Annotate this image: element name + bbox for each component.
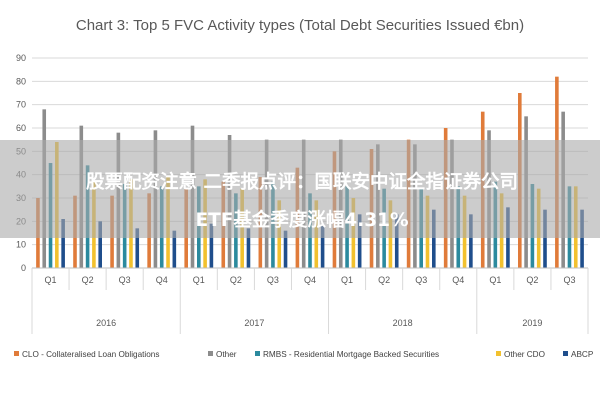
year-label: 2019 (522, 318, 542, 328)
year-label: 2018 (393, 318, 413, 328)
y-tick-label: 60 (16, 123, 26, 133)
legend-label: Other CDO (504, 350, 545, 359)
legend-label: RMBS - Residential Mortgage Backed Secur… (263, 350, 439, 359)
y-tick-label: 0 (21, 263, 26, 273)
legend-swatch (208, 351, 213, 356)
x-tick-label: Q2 (378, 275, 390, 285)
bar (320, 226, 325, 268)
bar (580, 209, 584, 268)
x-tick-label: Q2 (82, 275, 94, 285)
year-label: 2017 (244, 318, 264, 328)
bar (283, 230, 288, 268)
bar (432, 209, 436, 268)
chart-title: Chart 3: Top 5 FVC Activity types (Total… (76, 17, 524, 34)
legend-label: ABCP (571, 350, 594, 359)
bar (209, 223, 214, 268)
x-tick-label: Q3 (563, 275, 575, 285)
x-tick-label: Q3 (415, 275, 427, 285)
banner-line-2: ETF基金季度涨幅4.31% (195, 209, 408, 231)
overlay-banner: 股票配资注意 二季报点评：国联安中证全指证券公司 ETF基金季度涨幅4.31% (0, 140, 600, 238)
bar (394, 214, 399, 268)
year-label: 2016 (96, 318, 116, 328)
x-tick-label: Q1 (45, 275, 57, 285)
banner-line-1: 股票配资注意 二季报点评：国联安中证全指证券公司 (85, 171, 518, 193)
x-tick-label: Q1 (193, 275, 205, 285)
x-tick-label: Q2 (526, 275, 538, 285)
bar (135, 228, 140, 268)
bar (469, 214, 473, 268)
bar (246, 228, 251, 268)
bar (543, 209, 547, 268)
bar (98, 221, 102, 268)
x-tick-label: Q4 (304, 275, 316, 285)
x-tick-label: Q3 (267, 275, 279, 285)
x-tick-label: Q4 (452, 275, 464, 285)
legend-label: CLO - Collateralised Loan Obligations (22, 350, 159, 359)
bar (357, 214, 362, 268)
x-tick-label: Q2 (230, 275, 242, 285)
x-tick-label: Q3 (119, 275, 131, 285)
legend-swatch (496, 351, 501, 356)
bar (172, 230, 177, 268)
legend-swatch (14, 351, 19, 356)
legend-swatch (563, 351, 568, 356)
x-tick-label: Q1 (341, 275, 353, 285)
banner-background (0, 140, 600, 238)
x-tick-label: Q1 (489, 275, 501, 285)
legend: CLO - Collateralised Loan Obligations Oth… (14, 350, 594, 359)
y-tick-label: 10 (16, 240, 26, 250)
y-tick-label: 70 (16, 100, 26, 110)
legend-label: Other (216, 350, 237, 359)
x-tick-label: Q4 (156, 275, 168, 285)
y-tick-label: 80 (16, 76, 26, 86)
bar (61, 219, 65, 268)
y-tick-label: 90 (16, 53, 26, 63)
legend-swatch (255, 351, 260, 356)
x-axis: Q1 Q2 Q3 Q4 Q1 Q2 Q3 Q4 Q1 Q2 Q3 Q4 Q1 Q2 Q3 2016 2017 20… (31, 267, 589, 334)
